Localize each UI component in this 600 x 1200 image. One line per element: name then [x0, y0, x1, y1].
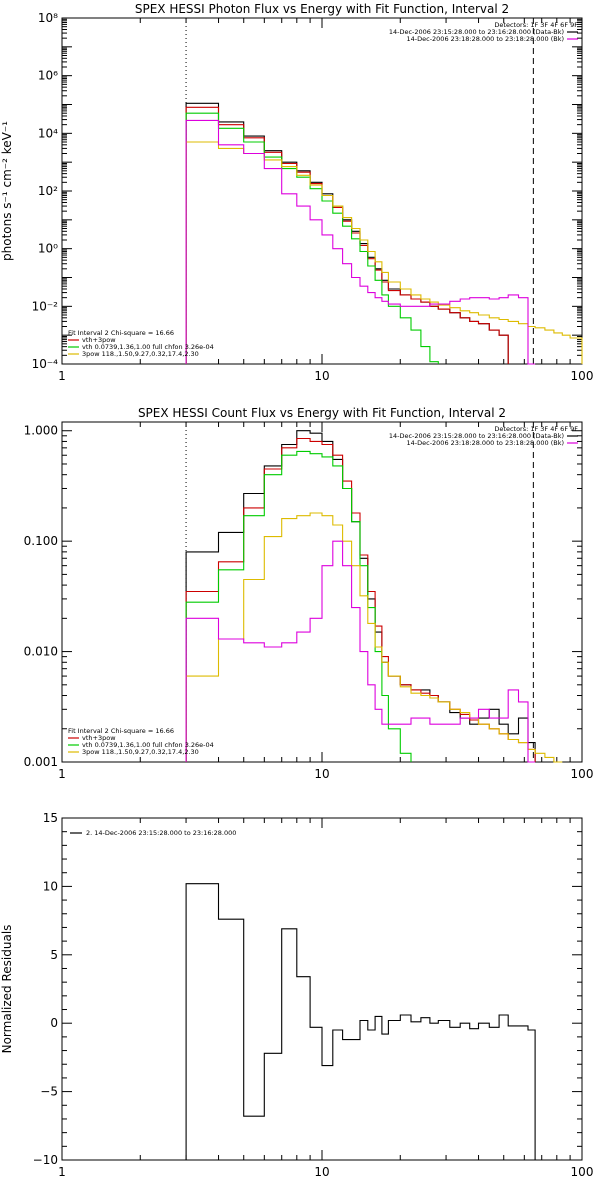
- y-tick-label: 10⁻²: [32, 299, 59, 313]
- series-line-1: [185, 102, 509, 364]
- plot-frame: [61, 817, 583, 1161]
- annotation-text: Detectors: 1F 3F 4F 6F 9F: [494, 425, 578, 433]
- y-tick-label: 10²: [38, 184, 58, 198]
- x-tick-label: 100: [571, 369, 594, 383]
- y-tick-label: 10⁴: [38, 126, 58, 140]
- y-tick-label: 0.100: [24, 534, 58, 548]
- x-tick-label: 1: [58, 369, 66, 383]
- x-tick-label: 1: [58, 1165, 66, 1179]
- y-tick-label: −5: [40, 1085, 58, 1099]
- y-tick-label: 10⁶: [38, 69, 58, 83]
- chart-title: SPEX HESSI Count Flux vs Energy with Fit…: [138, 406, 506, 420]
- series-line-5: [185, 119, 536, 365]
- x-tick-label: 100: [571, 767, 594, 781]
- legend-text: vth 0.0739,1.36,1.00 full chfon 3.26e-04: [82, 741, 214, 749]
- chart-panel-1: SPEX HESSI Photon Flux vs Energy with Fi…: [0, 2, 593, 383]
- x-tick-label: 1: [58, 767, 66, 781]
- series-line-2: [185, 437, 536, 762]
- y-tick-label: 10⁰: [38, 242, 58, 256]
- y-tick-label: 10⁻⁴: [32, 357, 59, 371]
- y-tick-label: −10: [33, 1153, 58, 1167]
- legend-text: vth+3pow: [82, 336, 116, 344]
- y-tick-label: 10⁸: [38, 11, 58, 25]
- y-tick-label: 1.000: [24, 424, 58, 438]
- series-line-1: [185, 883, 536, 1160]
- y-tick-label: 15: [43, 811, 58, 825]
- chart-panel-3: Normalized Residuals 1 10 100 −10 −5 0 5 10 15 2. …: [0, 811, 593, 1179]
- legend-text: Fit Interval 2 Chi-square = 16.66: [68, 727, 174, 735]
- chart-panel-2: SPEX HESSI Count Flux vs Energy with Fit…: [24, 406, 594, 781]
- x-tick-label: 10: [314, 369, 329, 383]
- legend-text: Fit Interval 2 Chi-square = 16.66: [68, 329, 174, 337]
- legend-text: vth+3pow: [82, 734, 116, 742]
- y-tick-label: 10: [43, 879, 58, 893]
- legend-text: vth 0.0739,1.36,1.00 full chfon 3.26e-04: [82, 343, 214, 351]
- y-tick-label: 0: [50, 1016, 58, 1030]
- annotation-text: 14-Dec-2006 23:18:28.000 to 23:18:28.000…: [407, 35, 565, 43]
- x-tick-label: 100: [571, 1165, 594, 1179]
- legend-text: 3pow 118.,1.50,9.27,0.32,17.4,2.30: [82, 748, 199, 756]
- annotation-text: Detectors: 1F 3F 4F 6F 9F: [494, 21, 578, 29]
- y-axis-label: photons s⁻¹ cm⁻² keV⁻¹: [0, 121, 14, 261]
- y-tick-label: 5: [50, 948, 58, 962]
- legend-text: 3pow 118.,1.50,9.27,0.32,17.4,2.30: [82, 350, 199, 358]
- annotation-text: 14-Dec-2006 23:15:28.000 to 23:16:28.000…: [389, 28, 564, 36]
- legend-text: 2. 14-Dec-2006 23:15:28.000 to 23:16:28.…: [86, 829, 236, 837]
- series-line-4: [185, 512, 563, 763]
- series-line-4: [185, 141, 583, 364]
- series-line-3: [185, 450, 412, 762]
- series-line-2: [185, 106, 509, 364]
- series-line-5: [185, 540, 536, 763]
- y-axis-label: Normalized Residuals: [0, 925, 14, 1054]
- y-tick-label: 0.010: [24, 645, 58, 659]
- x-tick-label: 10: [314, 767, 329, 781]
- x-tick-label: 10: [314, 1165, 329, 1179]
- annotation-text: 14-Dec-2006 23:15:28.000 to 23:16:28.000…: [389, 432, 564, 440]
- annotation-text: 14-Dec-2006 23:18:28.000 to 23:18:28.000…: [407, 439, 565, 447]
- y-tick-label: 0.001: [24, 755, 58, 769]
- chart-title: SPEX HESSI Photon Flux vs Energy with Fi…: [135, 2, 509, 16]
- series-line-3: [185, 112, 439, 364]
